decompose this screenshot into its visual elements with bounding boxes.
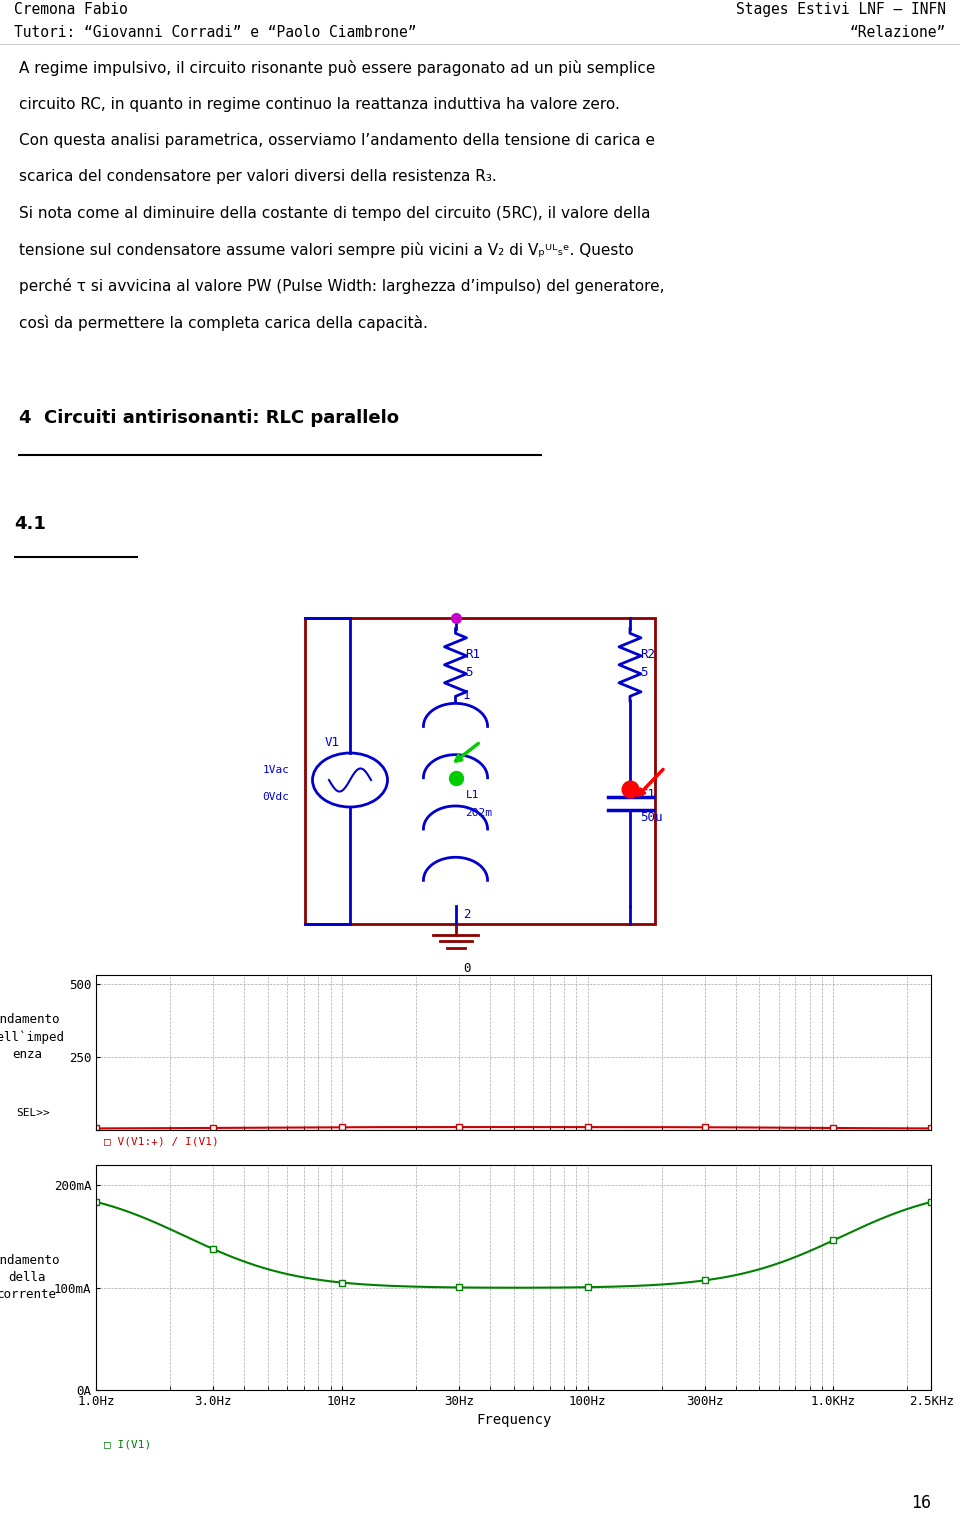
Text: “Relazione”: “Relazione” (850, 24, 946, 40)
X-axis label: Frequency: Frequency (476, 1413, 551, 1428)
Text: Con questa analisi parametrica, osserviamo l’andamento della tensione di carica : Con questa analisi parametrica, osservia… (19, 133, 655, 148)
Text: perché τ si avvicina al valore PW (Pulse Width: larghezza d’impulso) del generat: perché τ si avvicina al valore PW (Pulse… (19, 279, 664, 294)
Text: Si nota come al diminuire della costante di tempo del circuito (5RC), il valore : Si nota come al diminuire della costante… (19, 206, 651, 221)
Text: circuito RC, in quanto in regime continuo la reattanza induttiva ha valore zero.: circuito RC, in quanto in regime continu… (19, 96, 620, 111)
Text: □ V(V1:+) / I(V1): □ V(V1:+) / I(V1) (105, 1137, 219, 1146)
Text: Andamento
della
corrente: Andamento della corrente (0, 1254, 60, 1301)
Text: C1: C1 (640, 788, 655, 802)
Text: R2: R2 (640, 648, 655, 660)
Text: 0: 0 (463, 962, 470, 975)
Text: 1: 1 (463, 689, 470, 703)
Text: Andamento
dell`imped
enza: Andamento dell`imped enza (0, 1013, 64, 1061)
Text: Cremona Fabio: Cremona Fabio (14, 2, 128, 17)
Text: □ I(V1): □ I(V1) (105, 1440, 152, 1449)
Text: tensione sul condensatore assume valori sempre più vicini a V₂ di Vₚᵁᴸₛᵉ. Questo: tensione sul condensatore assume valori … (19, 242, 634, 258)
Text: 16: 16 (911, 1494, 931, 1512)
Text: 202m: 202m (466, 808, 492, 818)
Text: Stages Estivi LNF – INFN: Stages Estivi LNF – INFN (735, 2, 946, 17)
Text: così da permettere la completa carica della capacità.: così da permettere la completa carica de… (19, 315, 428, 331)
Text: 5: 5 (640, 666, 647, 678)
Text: L1: L1 (466, 789, 479, 800)
Text: 4  Circuiti antirisonanti: RLC parallelo: 4 Circuiti antirisonanti: RLC parallelo (19, 408, 399, 427)
Text: 5: 5 (466, 666, 473, 678)
Text: 4.1: 4.1 (14, 515, 46, 533)
Text: scarica del condensatore per valori diversi della resistenza R₃.: scarica del condensatore per valori dive… (19, 169, 497, 184)
Bar (305, 619, 655, 924)
Text: V1: V1 (325, 736, 340, 748)
Text: R1: R1 (466, 648, 481, 660)
Text: A regime impulsivo, il circuito risonante può essere paragonato ad un più sempli: A regime impulsivo, il circuito risonant… (19, 61, 656, 76)
Text: 50u: 50u (640, 811, 662, 824)
Text: 2: 2 (463, 908, 470, 920)
Text: 0Vdc: 0Vdc (262, 792, 290, 802)
Text: Tutori: “Giovanni Corradi” e “Paolo Ciambrone”: Tutori: “Giovanni Corradi” e “Paolo Ciam… (14, 24, 417, 40)
Text: 1Vac: 1Vac (262, 765, 290, 774)
Text: SEL>>: SEL>> (16, 1108, 51, 1117)
